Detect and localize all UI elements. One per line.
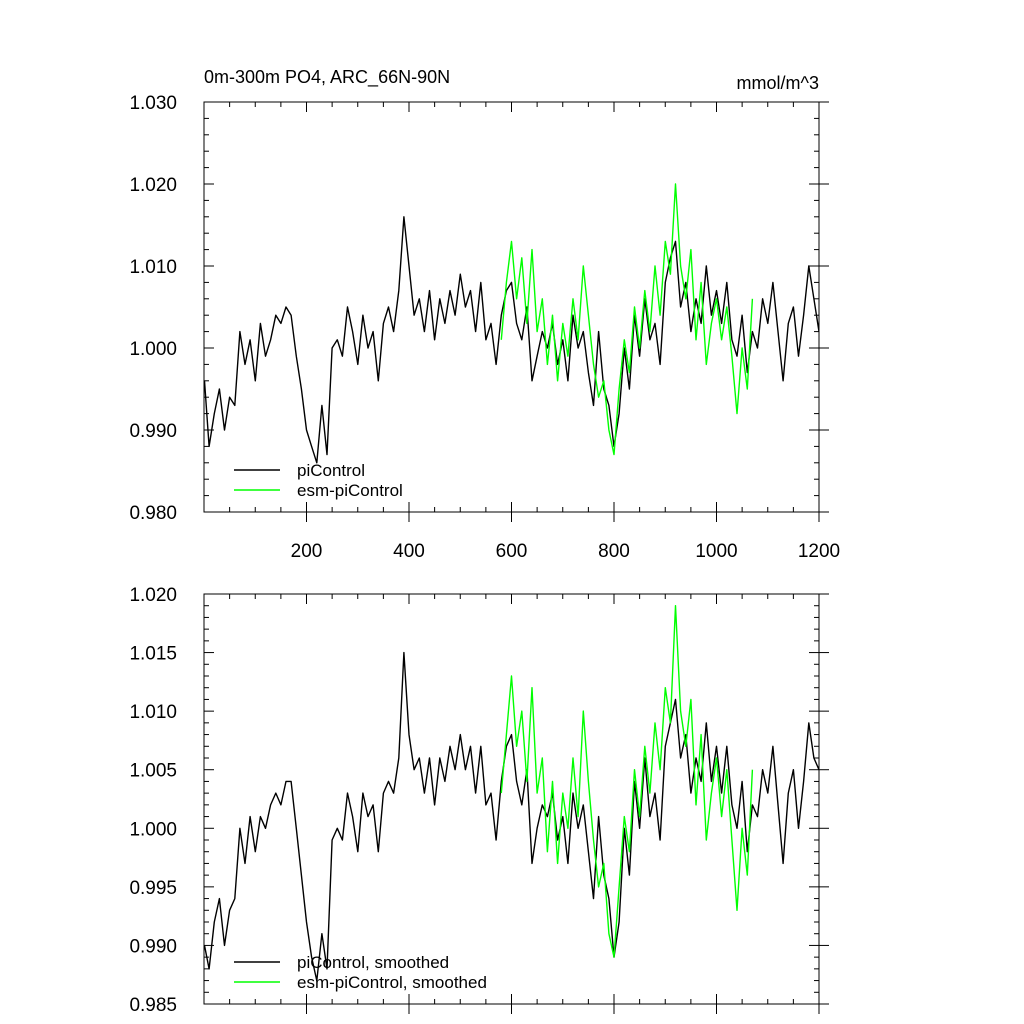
top-panel: 0m-300m PO4, ARC_66N-90N mmol/m^3 200 400… <box>129 67 840 562</box>
top-axes: 200 400 600 800 1000 1200 0.980 0.990 1.000 1.010… <box>129 93 840 562</box>
y-tick-label: 1.020 <box>129 175 177 196</box>
x-tick-label: 600 <box>496 541 528 562</box>
top-chart-title: 0m-300m PO4, ARC_66N-90N <box>204 67 450 88</box>
y-tick-label: 0.985 <box>129 995 177 1016</box>
x-tick-label: 800 <box>598 541 630 562</box>
y-tick-label: 1.015 <box>129 644 177 665</box>
top-legend: piControl esm-piControl <box>234 461 403 500</box>
x-tick-label: 1000 <box>695 541 737 562</box>
y-tick-label: 0.995 <box>129 878 177 899</box>
bottom-legend: piControl, smoothed esm-piControl, smoot… <box>234 953 487 992</box>
y-tick-label: 1.000 <box>129 339 177 360</box>
top-series <box>204 183 819 464</box>
y-tick-label: 1.010 <box>129 257 177 278</box>
y-tick-label: 0.990 <box>129 936 177 957</box>
y-tick-label: 1.000 <box>129 819 177 840</box>
bottom-series <box>204 605 819 982</box>
bottom-plot-frame <box>203 593 820 1005</box>
y-tick-label: 1.005 <box>129 761 177 782</box>
series-line-picontrol <box>204 216 819 464</box>
series-line-picontrol-smoothed <box>204 651 819 982</box>
y-tick-label: 0.990 <box>129 421 177 442</box>
y-tick-label: 1.020 <box>129 585 177 606</box>
bottom-panel: 0.985 0.990 0.995 1.000 1.005 1.010 1.015 1.020… <box>129 585 829 1016</box>
x-tick-label: 200 <box>291 541 323 562</box>
legend-label-picontrol-smoothed: piControl, smoothed <box>297 953 449 972</box>
x-tick-label: 1200 <box>798 541 840 562</box>
legend-label-esm-picontrol: esm-piControl <box>297 481 403 500</box>
legend-label-picontrol: piControl <box>297 461 365 480</box>
x-tick-label: 400 <box>393 541 425 562</box>
series-line-esm-picontrol <box>500 183 754 456</box>
series-line-esm-picontrol-smoothed <box>500 605 754 958</box>
y-tick-label: 1.030 <box>129 93 177 114</box>
y-tick-label: 1.010 <box>129 702 177 723</box>
top-chart-units: mmol/m^3 <box>737 73 819 93</box>
y-tick-label: 0.980 <box>129 503 177 524</box>
bottom-axes: 0.985 0.990 0.995 1.000 1.005 1.010 1.015 1.020 <box>129 585 829 1016</box>
legend-label-esm-picontrol-smoothed: esm-piControl, smoothed <box>297 973 487 992</box>
